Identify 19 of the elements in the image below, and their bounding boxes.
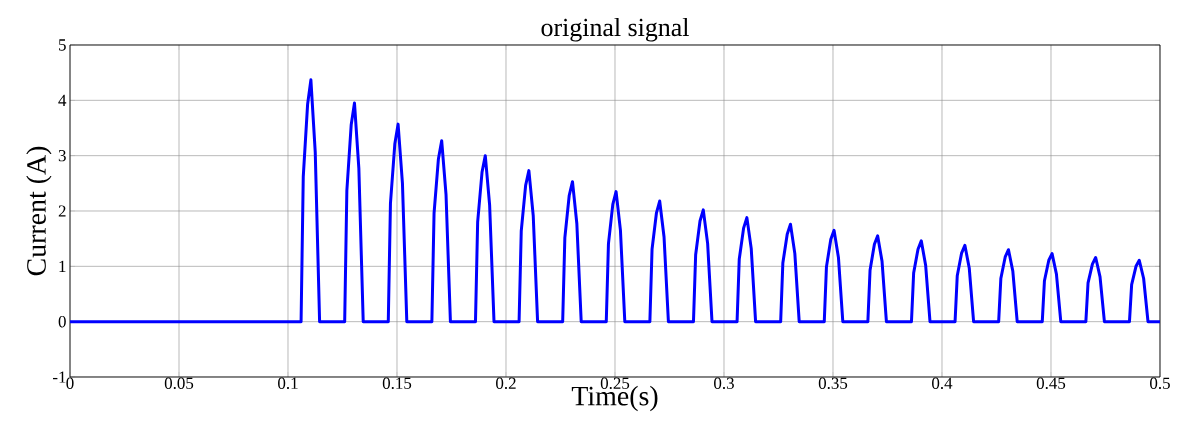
x-tick-label: 0.4: [932, 377, 953, 390]
y-tick-label: 1: [59, 260, 66, 272]
x-tick-label: 0.45: [1036, 377, 1066, 390]
x-tick-label: 0.2: [496, 377, 516, 390]
y-tick-label: 4: [58, 94, 67, 106]
x-tick-label: 0.35: [818, 377, 848, 390]
x-tick-label: 0.3: [714, 377, 734, 390]
chart-title: original signal: [541, 17, 689, 42]
x-tick-label: 0.5: [1150, 377, 1170, 390]
y-axis-title: Current (A): [26, 146, 52, 276]
x-tick-label: 0.15: [382, 377, 412, 390]
y-tick-label: -1: [53, 371, 66, 383]
line-series: [70, 78, 1160, 324]
y-tick-label: 2: [58, 205, 66, 217]
y-tick-label: 3: [58, 149, 66, 162]
y-tick-label: 5: [59, 39, 66, 51]
x-tick-label: 0.1: [278, 377, 298, 390]
y-tick-label: 0: [58, 315, 66, 328]
x-tick-label: 0.05: [164, 377, 194, 390]
